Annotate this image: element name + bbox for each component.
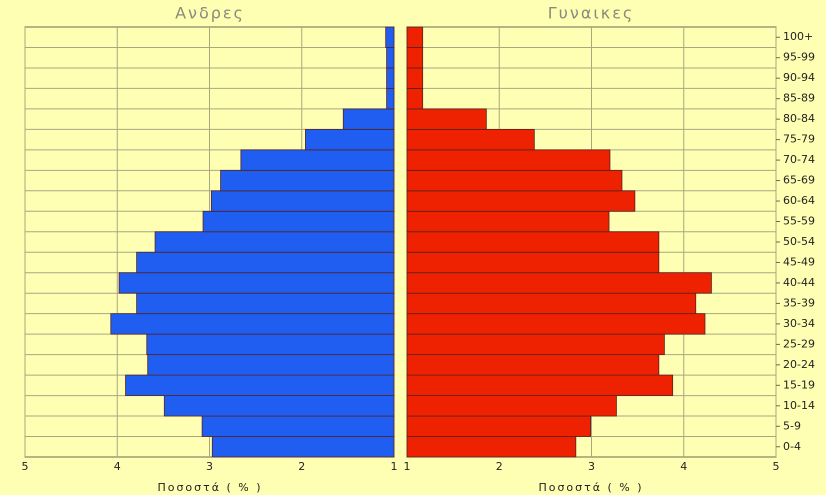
right-title: Γυναικες [548,4,635,23]
y-tick-label: 95-99 [783,51,815,64]
y-tick-label: 55-59 [783,215,815,228]
bar [125,374,395,396]
bar [406,67,424,89]
y-tick-label: 5-9 [783,419,801,432]
bar [385,26,395,48]
y-tick-label: 25-29 [783,337,815,350]
bar [406,169,623,192]
bar [406,251,660,274]
x-tick-label: 5 [773,460,780,473]
bar [386,47,395,69]
bar [406,190,636,212]
y-tick-label: 80-84 [783,112,815,125]
y-tick-label: 85-89 [783,92,815,105]
bar [406,26,424,48]
bar [220,169,395,192]
bar [406,415,591,437]
bar [136,292,395,315]
x-tick-label: 4 [114,460,121,473]
y-tick-label: 40-44 [783,276,815,289]
bar [406,354,660,376]
x-tick-label: 1 [391,460,398,473]
bar [406,88,424,110]
bar [136,251,395,274]
bar [406,272,712,294]
bar [406,436,577,458]
bar [406,395,617,417]
bar [406,313,706,335]
y-tick-label: 60-64 [783,194,815,207]
bar [118,272,395,294]
bar [406,333,665,356]
bar [386,67,395,89]
x-tick-label: 2 [298,460,305,473]
bar [406,108,487,130]
y-tick-label: 45-49 [783,255,815,268]
bar [406,231,660,253]
y-tick-label: 50-54 [783,235,815,248]
y-tick-label: 90-94 [783,71,815,84]
bar [211,436,395,458]
y-tick-label: 75-79 [783,133,815,146]
bar [210,190,395,212]
bar [240,149,395,171]
bar [147,354,395,376]
bar [406,210,610,233]
y-tick-label: 35-39 [783,296,815,309]
x-axis-label: Ποσοστά ( % ) [157,481,262,494]
y-tick-label: 30-34 [783,317,815,330]
x-tick-label: 4 [680,460,687,473]
y-tick-label: 10-14 [783,399,815,412]
bar [406,374,674,396]
left-title: Ανδρες [175,4,245,23]
y-tick-label: 20-24 [783,358,815,371]
bar [406,47,424,69]
y-tick-label: 65-69 [783,174,815,187]
bar [406,292,697,315]
y-tick-label: 70-74 [783,153,815,166]
bar [201,415,395,437]
y-tick-label: 0-4 [783,440,801,453]
y-tick-label: 100+ [783,30,813,43]
x-tick-label: 5 [22,460,29,473]
bar [386,88,395,110]
x-tick-label: 1 [404,460,411,473]
x-tick-label: 3 [206,460,213,473]
y-tick-label: 15-19 [783,378,815,391]
x-tick-label: 3 [588,460,595,473]
bar [342,108,395,130]
bar [110,313,395,335]
bar [154,231,395,253]
bar [202,210,395,233]
bar [163,395,395,417]
bar [146,333,395,356]
bar [305,128,395,151]
x-axis-label: Ποσοστά ( % ) [538,481,643,494]
bar [406,149,611,171]
bar [406,128,535,151]
x-tick-label: 2 [496,460,503,473]
